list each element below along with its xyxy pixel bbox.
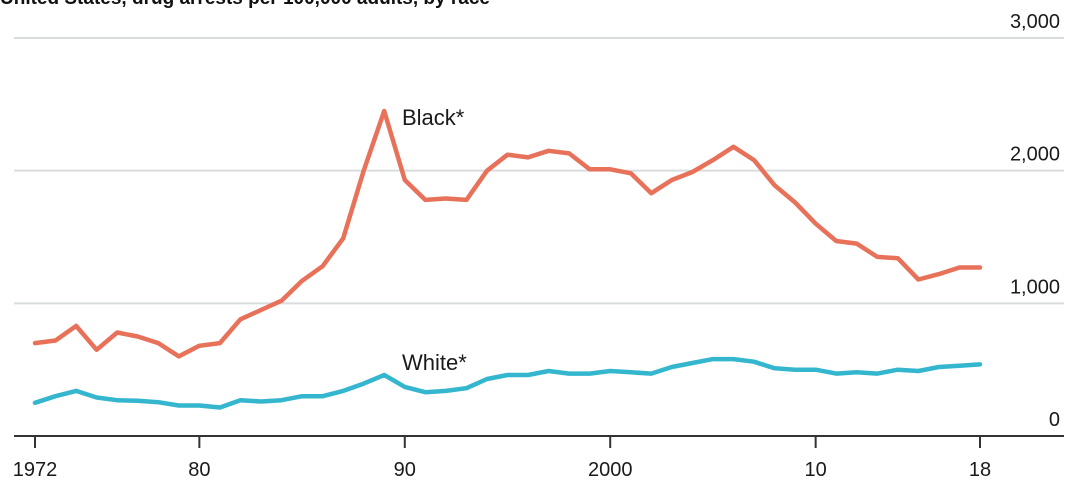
- y-tick-label: 3,000: [1010, 11, 1060, 33]
- x-tick-label: 10: [805, 459, 827, 480]
- x-axis-ticks: 1972 80 90 2000 10 18: [13, 436, 991, 480]
- series-label-white: White*: [402, 350, 467, 375]
- y-axis-tick-labels: 0 1,000 2,000 3,000: [1010, 11, 1060, 431]
- x-tick-label: 2000: [588, 459, 633, 480]
- x-tick-label: 1972: [13, 459, 58, 480]
- y-tick-label: 2,000: [1010, 144, 1060, 166]
- series-lines: [32, 108, 983, 410]
- series-line-black: [32, 108, 983, 359]
- x-tick-label: 80: [188, 459, 210, 480]
- x-tick-label: 90: [394, 459, 416, 480]
- y-tick-label: 1,000: [1010, 276, 1060, 298]
- y-tick-label: 0: [1049, 409, 1060, 431]
- chart-title: United States, drug arrests per 100,000 …: [0, 0, 490, 10]
- series-label-black: Black*: [402, 105, 465, 130]
- series-labels: Black* White*: [402, 105, 467, 375]
- series-line-white: [32, 356, 983, 410]
- gridlines: [14, 37, 1064, 305]
- x-tick-label: 18: [969, 459, 991, 480]
